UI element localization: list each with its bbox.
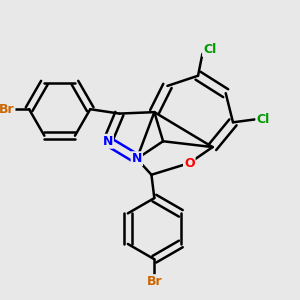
Text: O: O (184, 157, 195, 169)
Text: Br: Br (146, 275, 162, 288)
Text: Cl: Cl (256, 113, 270, 126)
Text: Cl: Cl (203, 43, 216, 56)
Text: N: N (132, 152, 142, 165)
Text: N: N (103, 135, 113, 148)
Text: Br: Br (0, 103, 14, 116)
